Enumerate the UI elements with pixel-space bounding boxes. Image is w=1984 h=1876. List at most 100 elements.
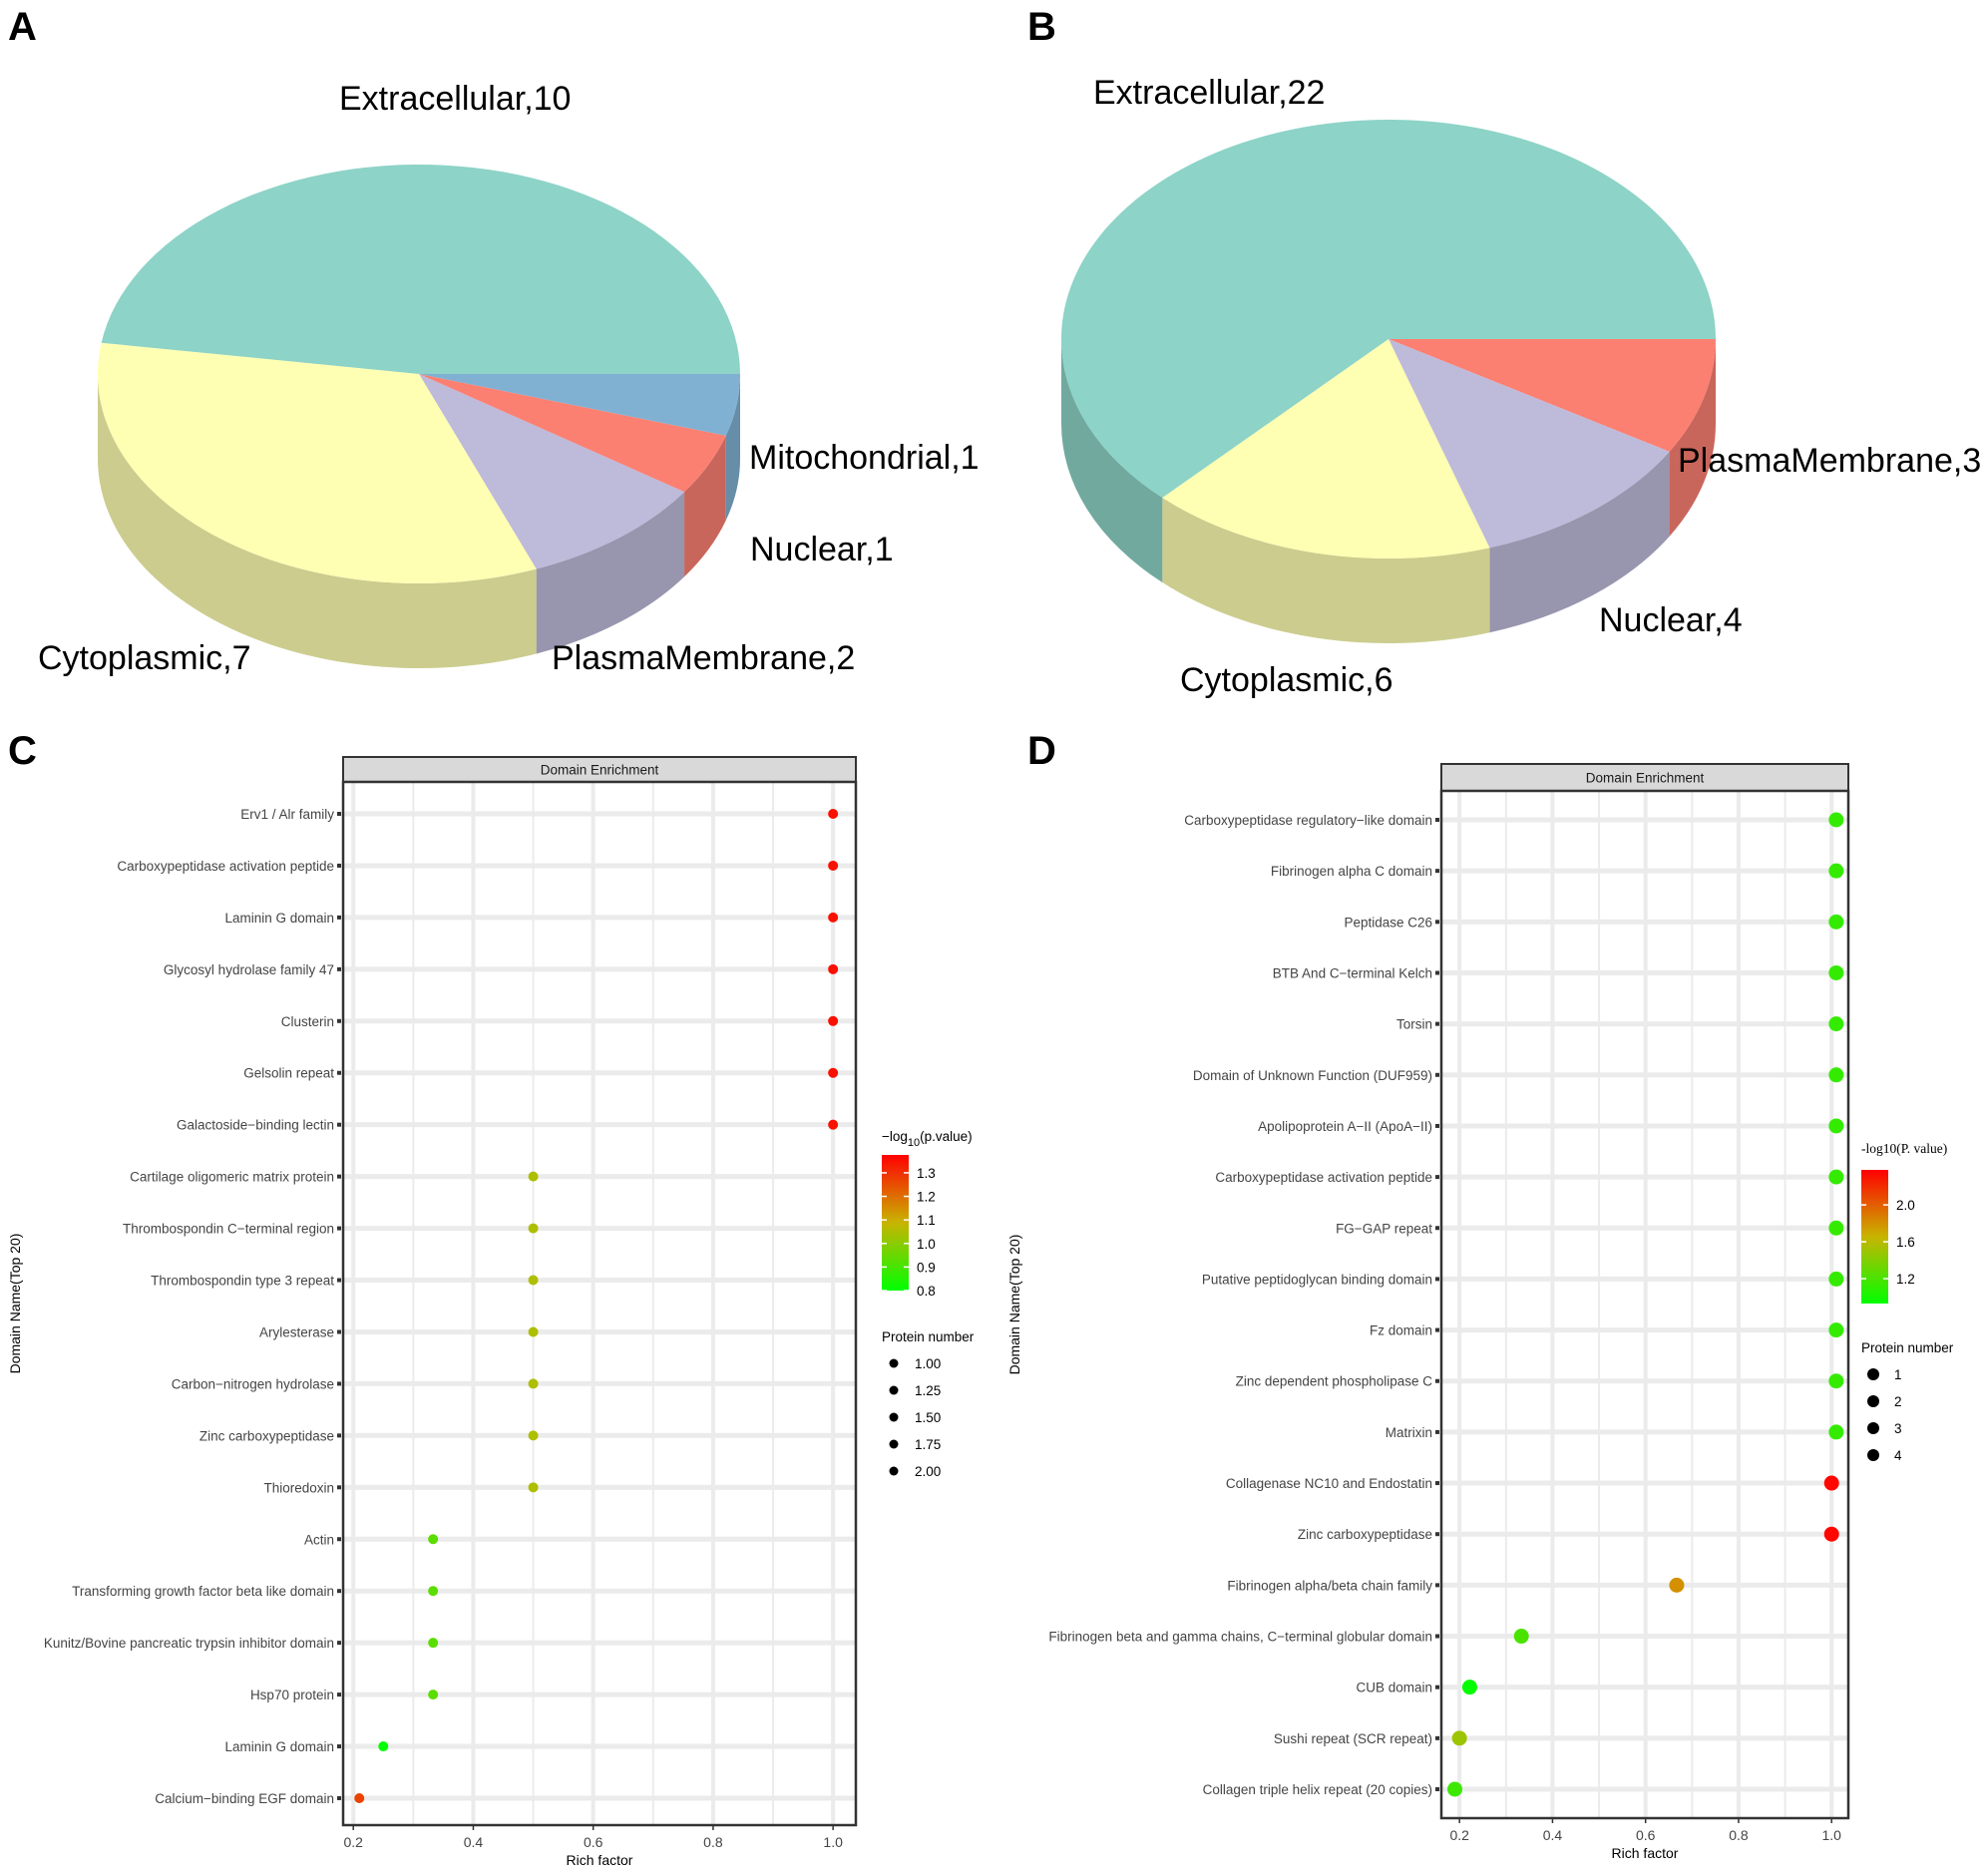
y-tick-label: Carboxypeptidase activation peptide — [117, 859, 334, 874]
size-legend-dot — [1867, 1395, 1879, 1407]
y-tick — [1435, 1685, 1439, 1689]
pie-label-mitochondrial: Mitochondrial,1 — [749, 439, 980, 477]
y-tick-label: Thrombospondin C−terminal region — [123, 1222, 334, 1237]
data-point — [528, 1275, 539, 1286]
pie-label-plasmamembrane: PlasmaMembrane,2 — [552, 639, 855, 677]
y-tick-label: Collagen triple helix repeat (20 copies) — [1203, 1782, 1432, 1797]
color-legend-label: 1.0 — [917, 1237, 936, 1252]
y-tick — [337, 1018, 341, 1023]
y-tick-label: Thrombospondin type 3 repeat — [151, 1274, 334, 1289]
pie-slice-mitochondrial — [419, 374, 740, 436]
size-legend-dot — [889, 1412, 899, 1422]
strip-title: Domain Enrichment — [1586, 771, 1705, 786]
x-tick-label: 0.6 — [584, 1834, 603, 1850]
y-tick — [1435, 1378, 1439, 1383]
color-legend-label: 2.0 — [1896, 1198, 1915, 1213]
y-tick-label: Erv1 / Alr family — [240, 807, 334, 822]
size-legend-dot — [889, 1358, 899, 1368]
x-tick-label: 0.8 — [703, 1834, 723, 1850]
y-tick — [1435, 1481, 1439, 1486]
pie-slice-plasmamembrane — [1389, 339, 1716, 452]
y-tick — [337, 1381, 341, 1386]
y-tick — [1435, 1277, 1439, 1282]
color-legend-label: 1.3 — [917, 1166, 936, 1181]
y-tick-label: Laminin G domain — [224, 911, 334, 926]
panel-letter-b: B — [1027, 5, 1056, 49]
y-tick — [1435, 1072, 1439, 1077]
y-tick-label: Fibrinogen beta and gamma chains, C−term… — [1048, 1630, 1432, 1645]
pie-label-plasmamembrane: PlasmaMembrane,3 — [1678, 442, 1981, 480]
panel-letter-c: C — [8, 729, 37, 773]
data-point — [1447, 1781, 1463, 1797]
data-point — [1828, 1220, 1844, 1236]
x-axis-title: Rich factor — [567, 1852, 633, 1868]
color-legend-label: 1.2 — [1896, 1272, 1915, 1287]
dot-plot-c: Domain Enrichment Erv1 / Alr family Carbox… — [7, 756, 975, 1868]
y-tick-label: Glycosyl hydrolase family 47 — [164, 962, 334, 977]
pie-label-cytoplasmic: Cytoplasmic,7 — [38, 639, 251, 677]
data-point — [828, 809, 839, 819]
pie-slice-extracellular — [1061, 119, 1716, 499]
data-point — [1828, 863, 1844, 879]
strip-header — [1440, 763, 1849, 792]
pie-side-plasmamembrane — [1669, 339, 1716, 537]
size-legend-label: 1.50 — [915, 1410, 941, 1425]
y-tick-label: Sushi repeat (SCR repeat) — [1274, 1731, 1432, 1746]
size-legend-label: 1.75 — [915, 1437, 941, 1452]
y-tick-label: Clusterin — [281, 1014, 334, 1029]
y-tick-label: Fz domain — [1370, 1323, 1432, 1338]
color-legend-title-sub: 10 — [908, 1137, 920, 1149]
x-tick-label: 0.4 — [1543, 1827, 1563, 1843]
data-point — [1828, 1373, 1844, 1389]
size-legend-dot — [889, 1439, 899, 1449]
y-tick — [1435, 1226, 1439, 1231]
y-tick — [1435, 920, 1439, 925]
x-tick-label: 0.2 — [343, 1834, 363, 1850]
y-tick — [337, 1589, 341, 1594]
y-tick-label: Putative peptidoglycan binding domain — [1202, 1272, 1432, 1287]
pie-slice-nuclear — [1389, 339, 1670, 549]
x-tick-label: 0.2 — [1449, 1827, 1469, 1843]
y-tick-label: Calcium−binding EGF domain — [155, 1791, 334, 1806]
y-tick — [1435, 1327, 1439, 1332]
data-point — [1828, 1322, 1844, 1338]
data-point — [354, 1793, 365, 1803]
y-tick — [1435, 818, 1439, 822]
pie-slice-plasmamembrane — [419, 374, 685, 569]
pie-slice-cytoplasmic — [1162, 339, 1490, 559]
size-legend-title: Protein number — [1861, 1340, 1954, 1355]
y-tick — [337, 812, 341, 816]
data-point — [428, 1586, 439, 1597]
y-tick — [1435, 1429, 1439, 1434]
pie-label-nuclear: Nuclear,1 — [750, 531, 894, 568]
size-legend-dot — [1867, 1449, 1879, 1461]
color-legend-title-prefix: −log — [882, 1129, 908, 1144]
data-point — [828, 1015, 839, 1026]
data-point — [528, 1326, 539, 1337]
y-tick-label: Transforming growth factor beta like dom… — [72, 1584, 334, 1599]
y-tick — [1435, 1735, 1439, 1740]
y-tick — [337, 1174, 341, 1179]
pie-label-extracellular: Extracellular,10 — [339, 80, 571, 118]
y-tick-label: Carboxypeptidase activation peptide — [1215, 1170, 1432, 1185]
y-tick — [337, 1796, 341, 1800]
y-tick-label: Carboxypeptidase regulatory−like domain — [1184, 813, 1432, 828]
data-point — [1451, 1730, 1467, 1746]
y-tick — [1435, 1123, 1439, 1128]
y-tick-label: Torsin — [1396, 1017, 1432, 1032]
size-legend-label: 2 — [1894, 1394, 1902, 1409]
y-tick-label: Apolipoprotein A−II (ApoA−II) — [1258, 1119, 1432, 1134]
pie-side-cytoplasmic — [98, 374, 537, 668]
data-point — [1823, 1475, 1839, 1491]
pie-label-nuclear: Nuclear,4 — [1599, 601, 1743, 639]
y-tick — [337, 1122, 341, 1127]
color-bar — [882, 1155, 909, 1291]
x-axis-title: Rich factor — [1612, 1845, 1679, 1861]
data-point — [828, 963, 839, 974]
color-legend-title: −log10(p.value) — [882, 1129, 973, 1149]
data-point — [828, 912, 839, 923]
x-tick-label: 1.0 — [823, 1834, 843, 1850]
y-tick — [337, 915, 341, 920]
color-legend-label: 0.9 — [917, 1260, 936, 1275]
